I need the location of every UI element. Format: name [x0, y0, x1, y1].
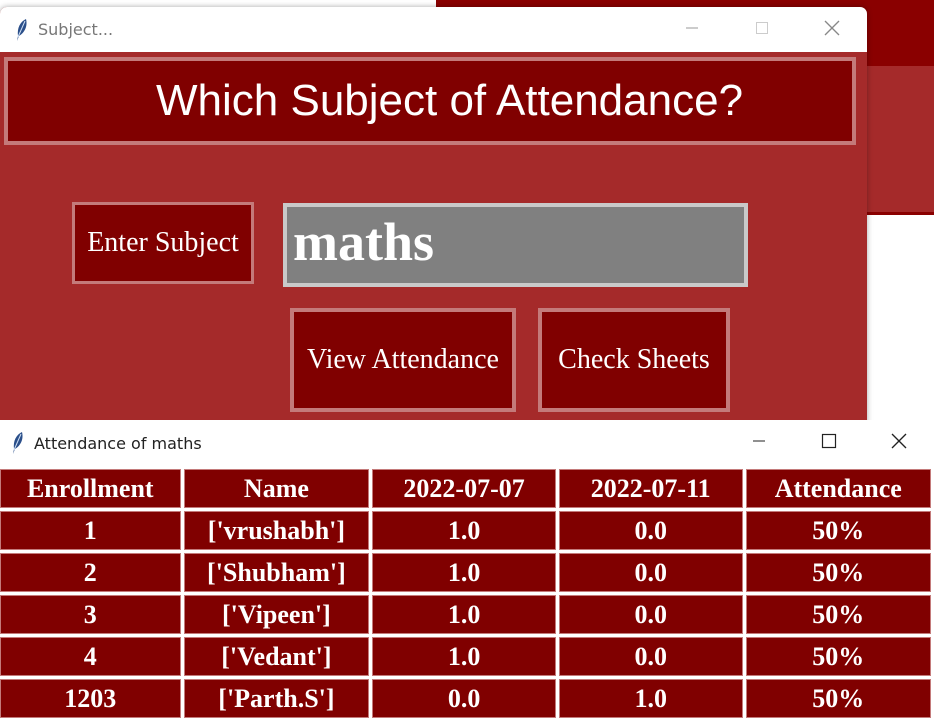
header-cell: 2022-07-11	[558, 469, 743, 508]
attendance-window-controls	[724, 420, 934, 465]
table-cell: 0.0	[558, 511, 743, 550]
attendance-window-titlebar[interactable]: Attendance of maths	[0, 420, 934, 466]
feather-icon	[12, 18, 32, 42]
maximize-button[interactable]	[727, 7, 797, 52]
table-cell: 0.0	[372, 679, 556, 718]
table-cell: ['Shubham']	[183, 553, 370, 592]
subject-window-title: Subject...	[38, 20, 114, 39]
table-row: 4 ['Vedant'] 1.0 0.0 50%	[0, 637, 931, 676]
table-header-row: Enrollment Name 2022-07-07 2022-07-11 At…	[0, 469, 931, 508]
minimize-button[interactable]	[724, 420, 794, 465]
table-cell: 4	[0, 637, 181, 676]
table-cell: 1.0	[372, 595, 556, 634]
background-window-divider	[866, 212, 934, 215]
background-window-panel	[866, 66, 934, 212]
attendance-window-title: Attendance of maths	[34, 433, 202, 453]
close-icon	[891, 433, 907, 453]
table-cell: 50%	[745, 637, 931, 676]
enter-subject-label: Enter Subject	[72, 202, 254, 284]
table-cell: 3	[0, 595, 181, 634]
table-cell: 0.0	[558, 595, 743, 634]
table-cell: 50%	[745, 595, 931, 634]
check-sheets-button[interactable]: Check Sheets	[538, 308, 730, 412]
table-cell: 2	[0, 553, 181, 592]
close-button[interactable]	[864, 420, 934, 465]
subject-window-titlebar[interactable]: Subject...	[0, 7, 867, 52]
table-cell: 50%	[745, 553, 931, 592]
close-icon	[824, 20, 840, 40]
table-cell: 0.0	[558, 553, 743, 592]
background-window-content	[866, 215, 934, 420]
attendance-table: Enrollment Name 2022-07-07 2022-07-11 At…	[0, 466, 934, 721]
table-cell: 50%	[745, 511, 931, 550]
header-cell: Enrollment	[0, 469, 181, 508]
table-cell: ['Vipeen']	[183, 595, 370, 634]
attendance-window: Attendance of maths Enrollment Name 2022…	[0, 420, 934, 724]
view-attendance-button[interactable]: View Attendance	[290, 308, 516, 412]
header-cell: Attendance	[745, 469, 931, 508]
table-row: 1 ['vrushabh'] 1.0 0.0 50%	[0, 511, 931, 550]
maximize-icon	[821, 433, 837, 453]
subject-window: Subject... Which Subject of Attendance? …	[0, 7, 867, 427]
header-cell: 2022-07-07	[372, 469, 556, 508]
table-cell: 1.0	[558, 679, 743, 718]
table-row: 3 ['Vipeen'] 1.0 0.0 50%	[0, 595, 931, 634]
table-cell: 50%	[745, 679, 931, 718]
table-cell: 1	[0, 511, 181, 550]
table-row: 1203 ['Parth.S'] 0.0 1.0 50%	[0, 679, 931, 718]
table-row: 2 ['Shubham'] 1.0 0.0 50%	[0, 553, 931, 592]
minimize-button[interactable]	[657, 7, 727, 52]
table-cell: 1.0	[372, 511, 556, 550]
close-button[interactable]	[797, 7, 867, 52]
subject-input[interactable]: maths	[283, 203, 748, 287]
table-cell: 1.0	[372, 637, 556, 676]
heading-text: Which Subject of Attendance?	[156, 76, 744, 125]
table-cell: ['Parth.S']	[183, 679, 370, 718]
heading-banner: Which Subject of Attendance?	[4, 57, 856, 145]
table-cell: 0.0	[558, 637, 743, 676]
table-cell: ['vrushabh']	[183, 511, 370, 550]
minimize-icon	[685, 20, 699, 39]
table-cell: 1203	[0, 679, 181, 718]
maximize-button[interactable]	[794, 420, 864, 465]
maximize-icon	[755, 20, 769, 39]
feather-icon	[8, 431, 28, 455]
table-cell: 1.0	[372, 553, 556, 592]
table-cell: ['Vedant']	[183, 637, 370, 676]
subject-window-controls	[657, 7, 867, 52]
minimize-icon	[752, 433, 766, 452]
header-cell: Name	[183, 469, 370, 508]
